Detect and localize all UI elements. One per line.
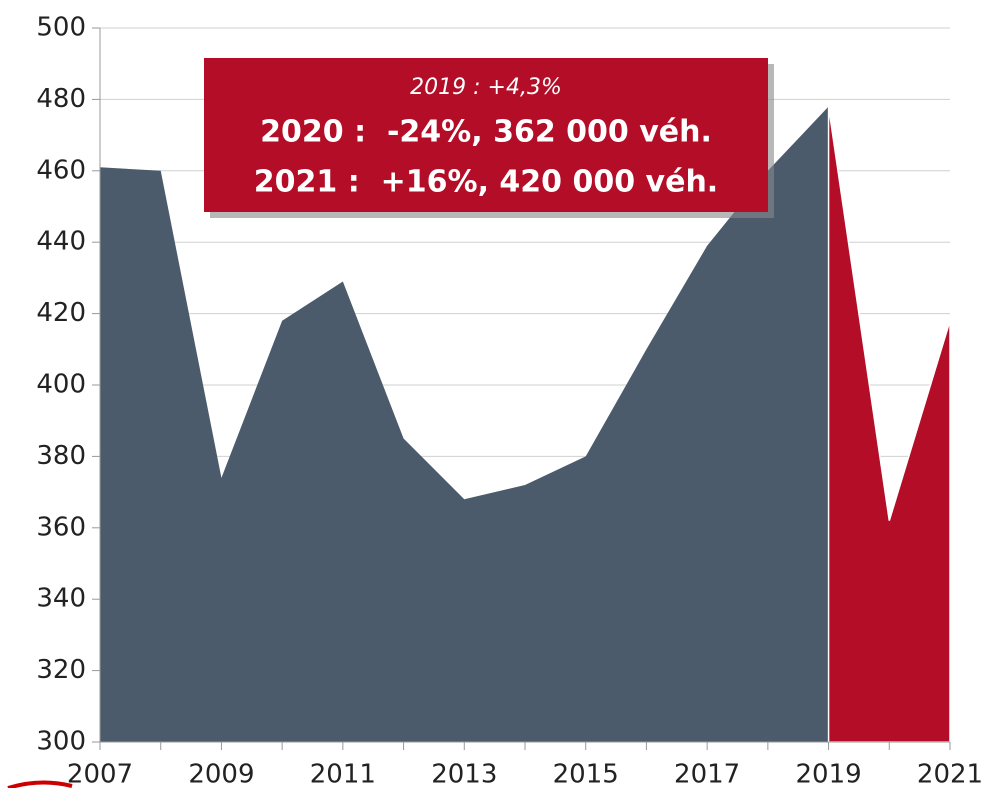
x-tick-label: 2019: [795, 760, 861, 789]
annotation: 2020 : -24%, 362 000 véh.: [260, 115, 712, 150]
area: [100, 106, 829, 743]
y-tick-label: 360: [36, 512, 86, 542]
y-tick-label: 340: [36, 584, 86, 614]
y-tick-label: 420: [36, 298, 86, 328]
annotation: 2019 : +4,3%: [410, 75, 562, 100]
y-tick-label: 400: [36, 370, 86, 400]
x-tick-label: 2011: [310, 760, 376, 789]
y-tick-label: 460: [36, 155, 86, 185]
y-tick-label: 440: [36, 227, 86, 257]
x-tick-label: 2017: [674, 760, 740, 789]
y-tick-label: 300: [36, 727, 86, 757]
annotation-box: [204, 58, 768, 212]
y-tick-label: 480: [36, 84, 86, 114]
y-tick-label: 320: [36, 655, 86, 685]
x-tick-label: 2009: [188, 760, 254, 789]
y-tick-label: 500: [36, 13, 86, 43]
x-tick-label: 2007: [67, 760, 133, 789]
x-tick-label: 2015: [553, 760, 619, 789]
y-tick-label: 380: [36, 441, 86, 471]
x-tick-label: 2021: [917, 760, 983, 789]
x-tick-label: 2013: [431, 760, 497, 789]
annotation: 2021 : +16%, 420 000 véh.: [254, 165, 718, 200]
area: [827, 106, 951, 743]
decoration: [7, 780, 73, 790]
